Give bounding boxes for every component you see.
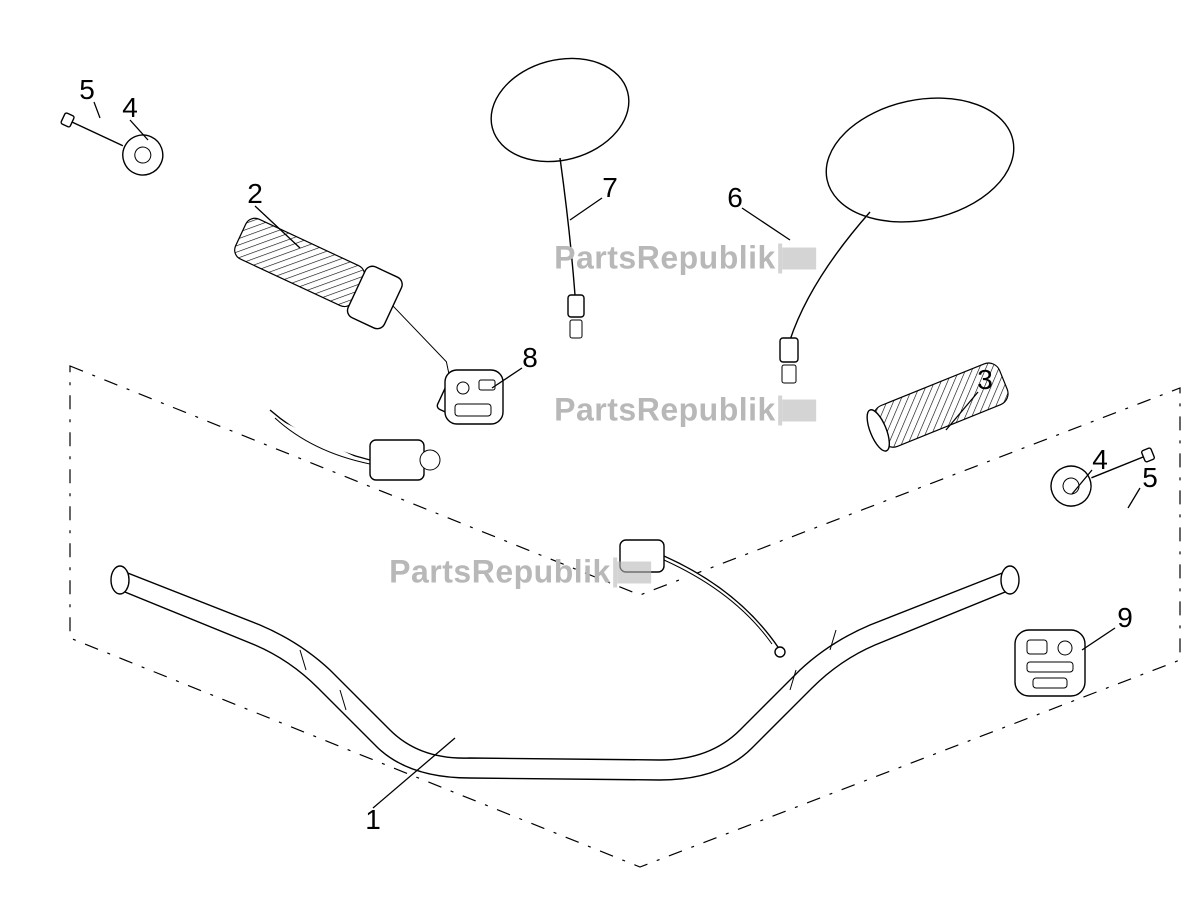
watermark-text: PartsRepublik	[554, 392, 776, 429]
flag-icon	[782, 399, 816, 421]
diagram-canvas: 1 2 3 4 4 5 5 6 7 8 9 PartsRepublik Part…	[0, 0, 1204, 903]
part-switch-left	[445, 370, 503, 424]
watermark-1: PartsRepublik	[554, 240, 816, 277]
callout-2: 2	[247, 178, 263, 210]
diagram-svg	[0, 0, 1204, 903]
flag-icon	[782, 247, 816, 269]
part-bar-end-left	[55, 100, 170, 182]
callout-7: 7	[602, 172, 618, 204]
callout-6: 6	[727, 182, 743, 214]
watermark-3: PartsRepublik	[389, 554, 651, 591]
flag-icon	[617, 561, 651, 583]
callout-4-left: 4	[122, 92, 138, 124]
part-mirror-right	[780, 82, 1025, 383]
callout-4-right: 4	[1092, 444, 1108, 476]
callout-1: 1	[365, 804, 381, 836]
watermark-2: PartsRepublik	[554, 392, 816, 429]
callout-3: 3	[977, 364, 993, 396]
callout-9: 9	[1117, 602, 1133, 634]
watermark-text: PartsRepublik	[554, 240, 776, 277]
callout-8: 8	[522, 342, 538, 374]
part-handlebar	[111, 566, 1019, 780]
callout-5-right: 5	[1142, 462, 1158, 494]
part-brake-master	[270, 410, 440, 480]
part-switch-right	[1015, 630, 1085, 696]
watermark-text: PartsRepublik	[389, 554, 611, 591]
callout-5-left: 5	[79, 74, 95, 106]
